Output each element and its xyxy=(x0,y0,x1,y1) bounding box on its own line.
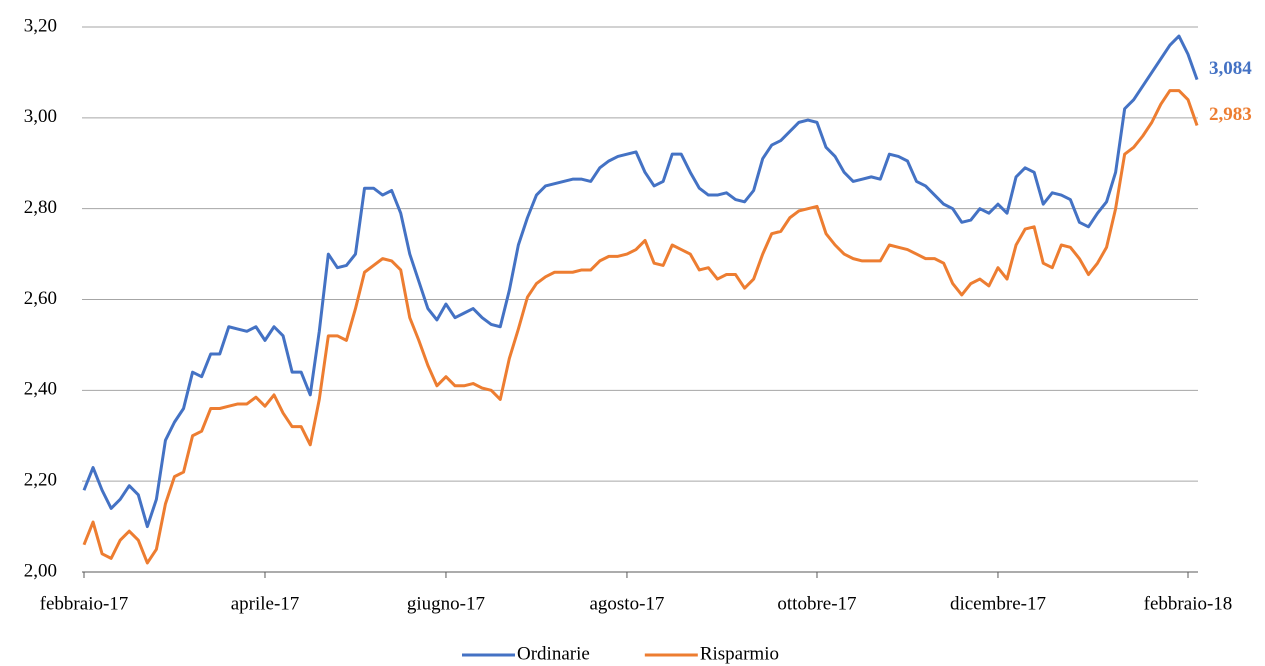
y-tick-label: 2,20 xyxy=(24,470,57,491)
legend-label: Risparmio xyxy=(700,643,779,664)
series-line xyxy=(82,34,1199,529)
value-label: 3,084 xyxy=(1209,58,1252,79)
legend-label: Ordinarie xyxy=(517,643,590,664)
y-tick-label: 2,00 xyxy=(24,560,57,581)
x-tick-label: dicembre-17 xyxy=(950,593,1046,614)
x-tick-label: ottobre-17 xyxy=(777,593,856,614)
x-tick-label: febbraio-17 xyxy=(40,593,129,614)
x-tick-label: giugno-17 xyxy=(407,593,485,614)
y-tick-label: 3,00 xyxy=(24,106,57,127)
value-label: 2,983 xyxy=(1209,104,1252,125)
y-tick-label: 2,80 xyxy=(24,197,57,218)
x-tick-label: aprile-17 xyxy=(231,593,300,614)
series-line xyxy=(82,89,1199,565)
x-tick-label: febbraio-18 xyxy=(1144,593,1233,614)
y-tick-label: 2,60 xyxy=(24,288,57,309)
y-tick-label: 3,20 xyxy=(24,15,57,36)
y-tick-label: 2,40 xyxy=(24,379,57,400)
x-tick-label: agosto-17 xyxy=(589,593,664,614)
